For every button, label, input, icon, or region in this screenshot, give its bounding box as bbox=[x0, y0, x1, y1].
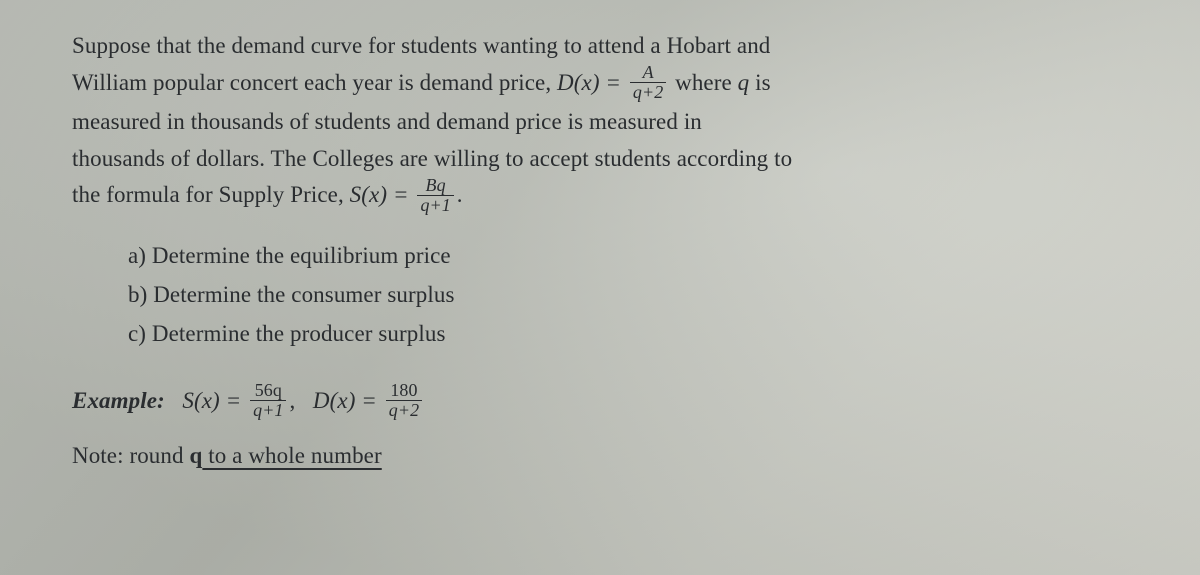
example-d-fraction: 180 q+2 bbox=[386, 381, 422, 420]
demand-numerator: A bbox=[630, 63, 666, 82]
supply-denominator: q+1 bbox=[417, 195, 453, 215]
supply-fn-label: S(x) = bbox=[350, 182, 409, 207]
text-line-3: measured in thousands of students and de… bbox=[72, 109, 702, 134]
note-a: Note: round bbox=[72, 443, 189, 468]
problem-statement: Suppose that the demand curve for studen… bbox=[72, 28, 1128, 216]
problem-page: Suppose that the demand curve for studen… bbox=[0, 0, 1200, 475]
example-label: Example: bbox=[72, 388, 165, 413]
example-comma: , bbox=[289, 388, 295, 413]
text-line-2c: is bbox=[755, 70, 771, 95]
example-s-label: S(x) = bbox=[182, 388, 241, 413]
demand-fn-label: D(x) = bbox=[557, 70, 621, 95]
example-s-num: 56q bbox=[250, 381, 286, 400]
text-line-1: Suppose that the demand curve for studen… bbox=[72, 33, 770, 58]
question-a: a) Determine the equilibrium price bbox=[128, 238, 1128, 275]
question-list: a) Determine the equilibrium price b) De… bbox=[128, 238, 1128, 352]
text-line-2a: William popular concert each year is dem… bbox=[72, 70, 557, 95]
example-d-label: D(x) = bbox=[313, 388, 377, 413]
demand-fraction: A q+2 bbox=[630, 63, 666, 102]
note-b: to a whole number bbox=[202, 443, 381, 468]
example-d-num: 180 bbox=[386, 381, 422, 400]
text-line-2b: where bbox=[675, 70, 738, 95]
q-var: q bbox=[738, 70, 750, 95]
note-var: q bbox=[189, 443, 202, 468]
period: . bbox=[457, 182, 463, 207]
text-line-5a: the formula for Supply Price, bbox=[72, 182, 350, 207]
text-line-4: thousands of dollars. The Colleges are w… bbox=[72, 146, 792, 171]
example-d-den: q+2 bbox=[386, 400, 422, 420]
demand-denominator: q+2 bbox=[630, 82, 666, 102]
example-s-den: q+1 bbox=[250, 400, 286, 420]
supply-fraction: Bq q+1 bbox=[417, 176, 453, 215]
example-line: Example: S(x) = 56q q+1 , D(x) = 180 q+2 bbox=[72, 383, 1128, 422]
supply-numerator: Bq bbox=[417, 176, 453, 195]
note-line: Note: round q to a whole number bbox=[72, 438, 1128, 475]
question-b: b) Determine the consumer surplus bbox=[128, 277, 1128, 314]
question-c: c) Determine the producer surplus bbox=[128, 316, 1128, 353]
example-s-fraction: 56q q+1 bbox=[250, 381, 286, 420]
